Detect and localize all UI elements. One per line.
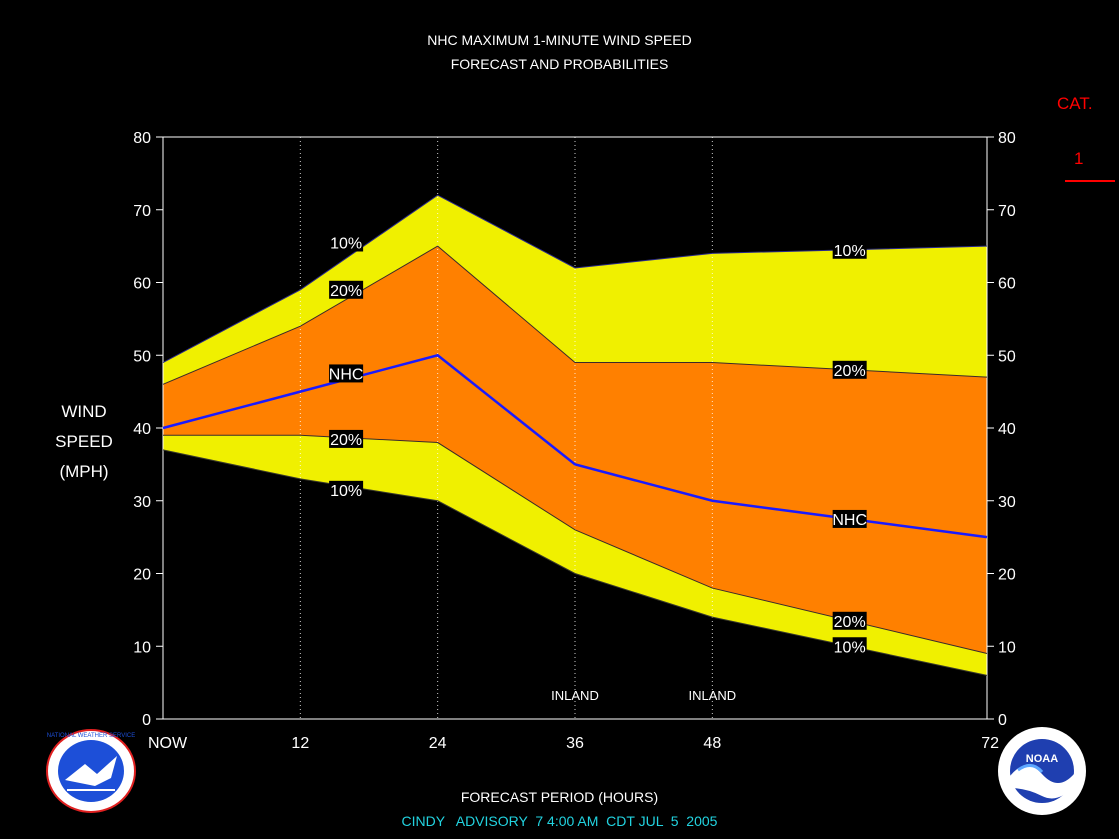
y-tick-label: 50 [133,348,151,365]
y-tick-label-right: 20 [998,567,1016,584]
y-tick-label: 10 [133,639,151,656]
y-axis-label-line: WIND [61,402,107,421]
y-axis-label-line: (MPH) [59,462,109,481]
series-label-box [329,280,364,299]
y-tick-label-right: 40 [998,421,1016,438]
x-tick-label: 24 [429,735,447,752]
series-label: 10% [330,483,362,500]
x-axis-title: FORECAST PERIOD (HOURS) [460,789,659,805]
series-label-box [329,480,364,499]
y-tick-label: 0 [142,712,151,729]
category-label: CAT. [1057,94,1093,113]
x-tick-label: 72 [981,735,999,752]
nws-logo-text: NATIONAL WEATHER SERVICE [47,733,135,739]
series-label: NHC [329,366,364,383]
y-tick-label-right: 30 [998,494,1016,511]
series-boundary-line [163,434,988,655]
series-label: 20% [834,363,866,380]
series-label-box [832,360,867,379]
y-tick-label-right: 80 [998,130,1016,147]
x-tick-label: 48 [703,735,721,752]
noaa-logo: NOAA [998,727,1086,815]
y-tick-label: 80 [133,130,151,147]
series-label: NHC [832,512,867,529]
y-tick-label-right: 10 [998,639,1016,656]
y-tick-label: 40 [133,421,151,438]
x-tick-label: 36 [566,735,584,752]
series-label: 10% [834,243,866,260]
series-label: 20% [330,283,362,300]
category-value: 1 [1074,149,1084,168]
series-label-box [329,429,364,448]
y-axis-label-line: SPEED [55,432,113,451]
series-label-box [832,509,867,528]
y-tick-label: 60 [133,276,151,293]
y-tick-label: 70 [133,203,151,220]
series-label-box [329,233,364,252]
x-tick-label: 12 [291,735,309,752]
series-label-box [832,611,867,630]
y-tick-label-right: 0 [998,712,1007,729]
y-tick-label-right: 60 [998,276,1016,293]
series-boundary-line [162,194,988,363]
advisory-line: CINDY ADVISORY 7 4:00 AM CDT JUL 5 2005 [401,813,718,829]
chart-title-line1: NHC MAXIMUM 1-MINUTE WIND SPEED [427,32,692,48]
series-boundary-line [162,449,988,676]
y-axis-label: WIND SPEED (MPH) [44,397,124,487]
nws-logo: NATIONAL WEATHER SERVICE [46,729,136,813]
series-line-nhc [162,353,988,539]
y-tick-label: 30 [133,494,151,511]
series-boundary-line [162,245,988,385]
series-label-box [832,240,867,259]
y-tick-label-right: 50 [998,348,1016,365]
chart-title-line2: FORECAST AND PROBABILITIES [450,56,669,72]
y-tick-label-right: 70 [998,203,1016,220]
inland-annotation: INLAND [688,688,736,703]
x-tick-label: NOW [148,735,188,752]
series-label-box [329,364,364,383]
category-underline [1065,180,1115,182]
series-label: 20% [330,432,362,449]
series-label-box [832,637,867,656]
series-label: 20% [834,614,866,631]
noaa-logo-text: NOAA [1026,753,1058,765]
series-label: 10% [834,639,866,656]
y-tick-label: 20 [133,567,151,584]
inland-annotation: INLAND [551,688,599,703]
series-label: 10% [330,235,362,252]
